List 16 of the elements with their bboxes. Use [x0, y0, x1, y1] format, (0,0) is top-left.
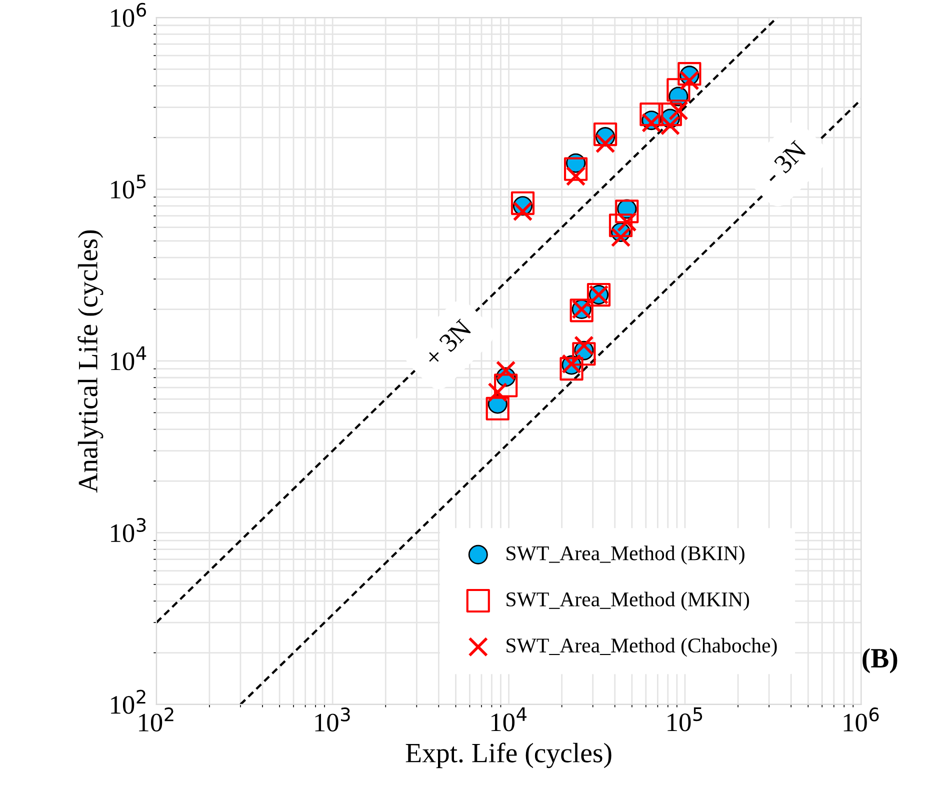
x-tick-label: 10$^{5}$ — [668, 707, 702, 732]
y-axis-title: Analytical Life (cycles) — [78, 230, 104, 493]
legend-label: SWT_Area_Method (MKIN) — [506, 592, 750, 611]
x-axis-title: Expt. Life (cycles) — [406, 742, 612, 768]
y-tick-label: 10$^{4}$ — [111, 346, 146, 370]
annotation: - 3N — [762, 140, 808, 185]
y-tick-label: 10$^{6}$ — [111, 2, 146, 27]
x-tick-label: 10$^{4}$ — [491, 707, 526, 732]
y-tick-label: 10$^{5}$ — [111, 174, 146, 199]
x-tick-label: 10$^{3}$ — [315, 707, 350, 732]
annotation: + 3N — [423, 318, 473, 368]
legend-label: SWT_Area_Method (BKIN) — [506, 546, 744, 565]
y-tick-label: 10$^{3}$ — [111, 518, 146, 542]
x-tick-label: 10$^{6}$ — [844, 707, 879, 732]
legend-label: SWT_Area_Method (Chaboche) — [506, 638, 777, 657]
text: (B) — [862, 648, 898, 674]
